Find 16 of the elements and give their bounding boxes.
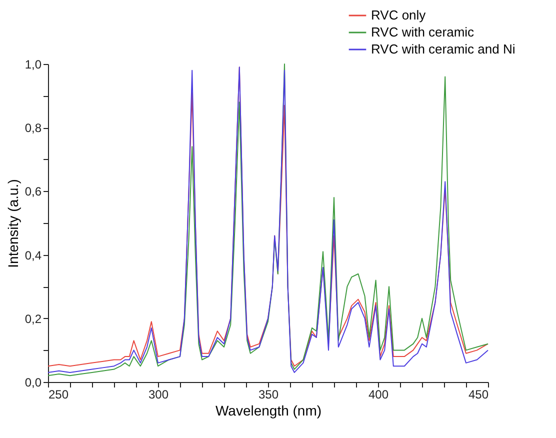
y-tick-label: 0,6 bbox=[24, 184, 42, 199]
x-tick-label: 250 bbox=[48, 388, 69, 402]
y-tick-label: 1,0 bbox=[24, 58, 42, 72]
x-tick-label: 350 bbox=[258, 388, 279, 402]
x-axis-title: Wavelength (nm) bbox=[215, 402, 322, 418]
x-tick-label: 450 bbox=[468, 388, 489, 402]
y-tick-label: 0,0 bbox=[24, 376, 42, 390]
y-tick-label: 0,2 bbox=[24, 312, 42, 326]
legend-label: RVC only bbox=[371, 8, 426, 22]
legend-label: RVC with ceramic bbox=[371, 24, 475, 40]
y-tick-label: 0,8 bbox=[24, 121, 42, 136]
legend-label: RVC with ceramic and Ni bbox=[371, 42, 516, 56]
y-axis-title: Intensity (a.u.) bbox=[4, 179, 21, 268]
x-tick-label: 400 bbox=[368, 388, 389, 402]
x-tick-label: 300 bbox=[148, 388, 169, 402]
y-tick-label: 0,4 bbox=[24, 248, 42, 262]
